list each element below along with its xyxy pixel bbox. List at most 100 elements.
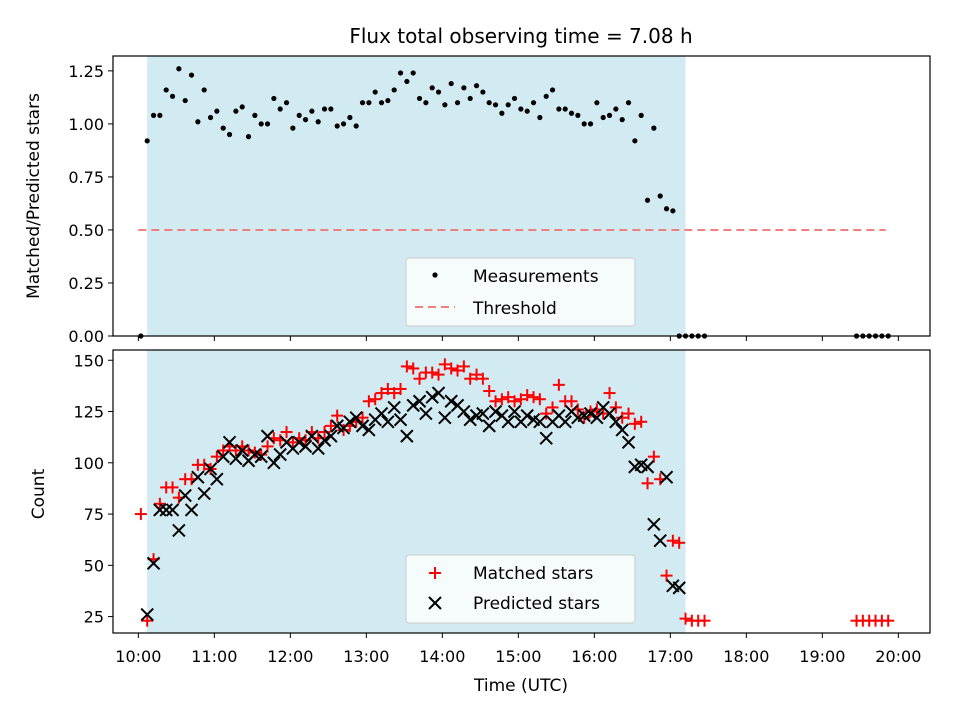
measurement-point — [347, 114, 353, 121]
predicted-star-point — [533, 415, 547, 429]
top-y-tick-label: 0.25 — [68, 274, 104, 293]
matched-star-point — [521, 389, 534, 402]
measurement-point — [442, 102, 448, 108]
predicted-star-point — [362, 423, 376, 437]
matched-star-point — [166, 481, 179, 494]
measurement-point — [220, 125, 226, 131]
matched-star-point — [565, 395, 578, 408]
predicted-star-point — [292, 435, 306, 449]
matched-star-point — [381, 382, 394, 395]
matched-star-point — [508, 395, 521, 408]
measurement-point — [670, 208, 676, 214]
measurement-point — [353, 123, 359, 129]
top-y-tick-label: 0.50 — [68, 221, 104, 240]
matched-star-point — [369, 393, 382, 406]
matched-star-point — [318, 426, 331, 439]
predicted-star-point — [267, 456, 281, 470]
matched-star-point — [286, 436, 299, 449]
predicted-star-point — [438, 410, 452, 425]
predicted-star-point — [412, 394, 427, 408]
predicted-star-point — [393, 413, 408, 427]
measurement-point — [169, 93, 176, 99]
predicted-star-point — [381, 415, 395, 429]
measurement-point — [429, 85, 435, 91]
measurement-point — [461, 85, 467, 91]
predicted-star-point — [501, 415, 515, 429]
matched-star-point — [609, 401, 622, 414]
matched-star-point — [362, 395, 375, 408]
predicted-star-point — [343, 415, 357, 429]
matched-star-points — [134, 358, 895, 627]
matched-star-point — [502, 391, 515, 404]
top-y-axis-label: Matched/Predicted stars — [24, 93, 44, 299]
x-tick-label: 18:00 — [723, 647, 769, 666]
predicted-star-point — [210, 472, 224, 486]
measurement-point — [366, 100, 372, 106]
top-legend: Measurements Threshold — [405, 257, 636, 327]
predicted-star-point — [419, 406, 433, 421]
measurement-point — [385, 97, 391, 104]
matched-star-point — [546, 401, 559, 414]
measurement-point — [302, 117, 309, 123]
matched-star-point — [280, 426, 293, 439]
predicted-star-point — [400, 429, 414, 443]
matched-star-point — [198, 458, 211, 471]
measurement-point — [600, 114, 606, 121]
matched-star-point — [394, 382, 407, 395]
measurement-point — [524, 108, 530, 114]
matched-star-point — [375, 387, 388, 400]
measurement-point — [644, 197, 651, 203]
measurement-point — [290, 125, 296, 131]
x-tick-label: 10:00 — [115, 647, 161, 666]
legend-label-predicted: Predicted stars — [473, 594, 600, 614]
top-y-tick-label: 1.25 — [68, 62, 104, 81]
measurement-point — [239, 104, 245, 110]
matched-star-point — [882, 614, 895, 627]
measurement-point — [499, 110, 505, 116]
predicted-star-point — [609, 415, 623, 429]
predicted-star-point — [590, 410, 604, 425]
matched-star-point — [337, 423, 350, 436]
measurement-point — [397, 70, 404, 76]
measurement-point — [594, 100, 600, 106]
matched-star-point — [210, 450, 223, 463]
matched-star-point — [533, 393, 546, 406]
matched-star-point — [217, 444, 230, 457]
measurement-point — [651, 125, 657, 131]
predicted-star-point — [488, 404, 503, 419]
predicted-star-point — [520, 408, 534, 423]
predicted-star-point — [425, 390, 439, 404]
measurement-point — [448, 80, 454, 87]
matched-star-point — [388, 387, 401, 400]
top-y-tick-label: 0.00 — [68, 327, 104, 346]
measurement-point — [410, 70, 416, 76]
measurement-point — [309, 108, 315, 114]
x-tick-label: 15:00 — [495, 647, 541, 666]
top-y-tick-label: 1.00 — [68, 115, 104, 134]
matched-star-point — [457, 360, 470, 373]
predicted-star-point — [140, 607, 154, 622]
measurement-point — [663, 206, 670, 212]
x-tick-label: 16:00 — [571, 647, 617, 666]
measurement-point — [613, 106, 619, 112]
bottom-y-tick-label: 150 — [73, 351, 104, 370]
x-tick-label: 17:00 — [647, 647, 693, 666]
predicted-star-point — [165, 503, 180, 517]
matched-star-point — [622, 407, 635, 420]
matched-star-point — [616, 411, 629, 424]
matched-star-point — [331, 409, 344, 422]
measurement-point — [195, 119, 201, 125]
x-tick-label: 13:00 — [343, 647, 389, 666]
measurement-point — [182, 97, 188, 104]
measurement-point — [505, 102, 511, 108]
matched-star-point — [698, 614, 711, 627]
predicted-star-point — [374, 406, 389, 421]
matched-star-point — [540, 407, 553, 420]
bottom-y-tick-label: 25 — [84, 608, 104, 627]
measurement-point — [467, 95, 473, 102]
top-x-axis-ticks — [137, 336, 899, 341]
matched-star-point — [438, 358, 451, 371]
measurement-point — [543, 93, 549, 99]
x-tick-label: 19:00 — [799, 647, 845, 666]
measurement-point — [340, 121, 347, 127]
